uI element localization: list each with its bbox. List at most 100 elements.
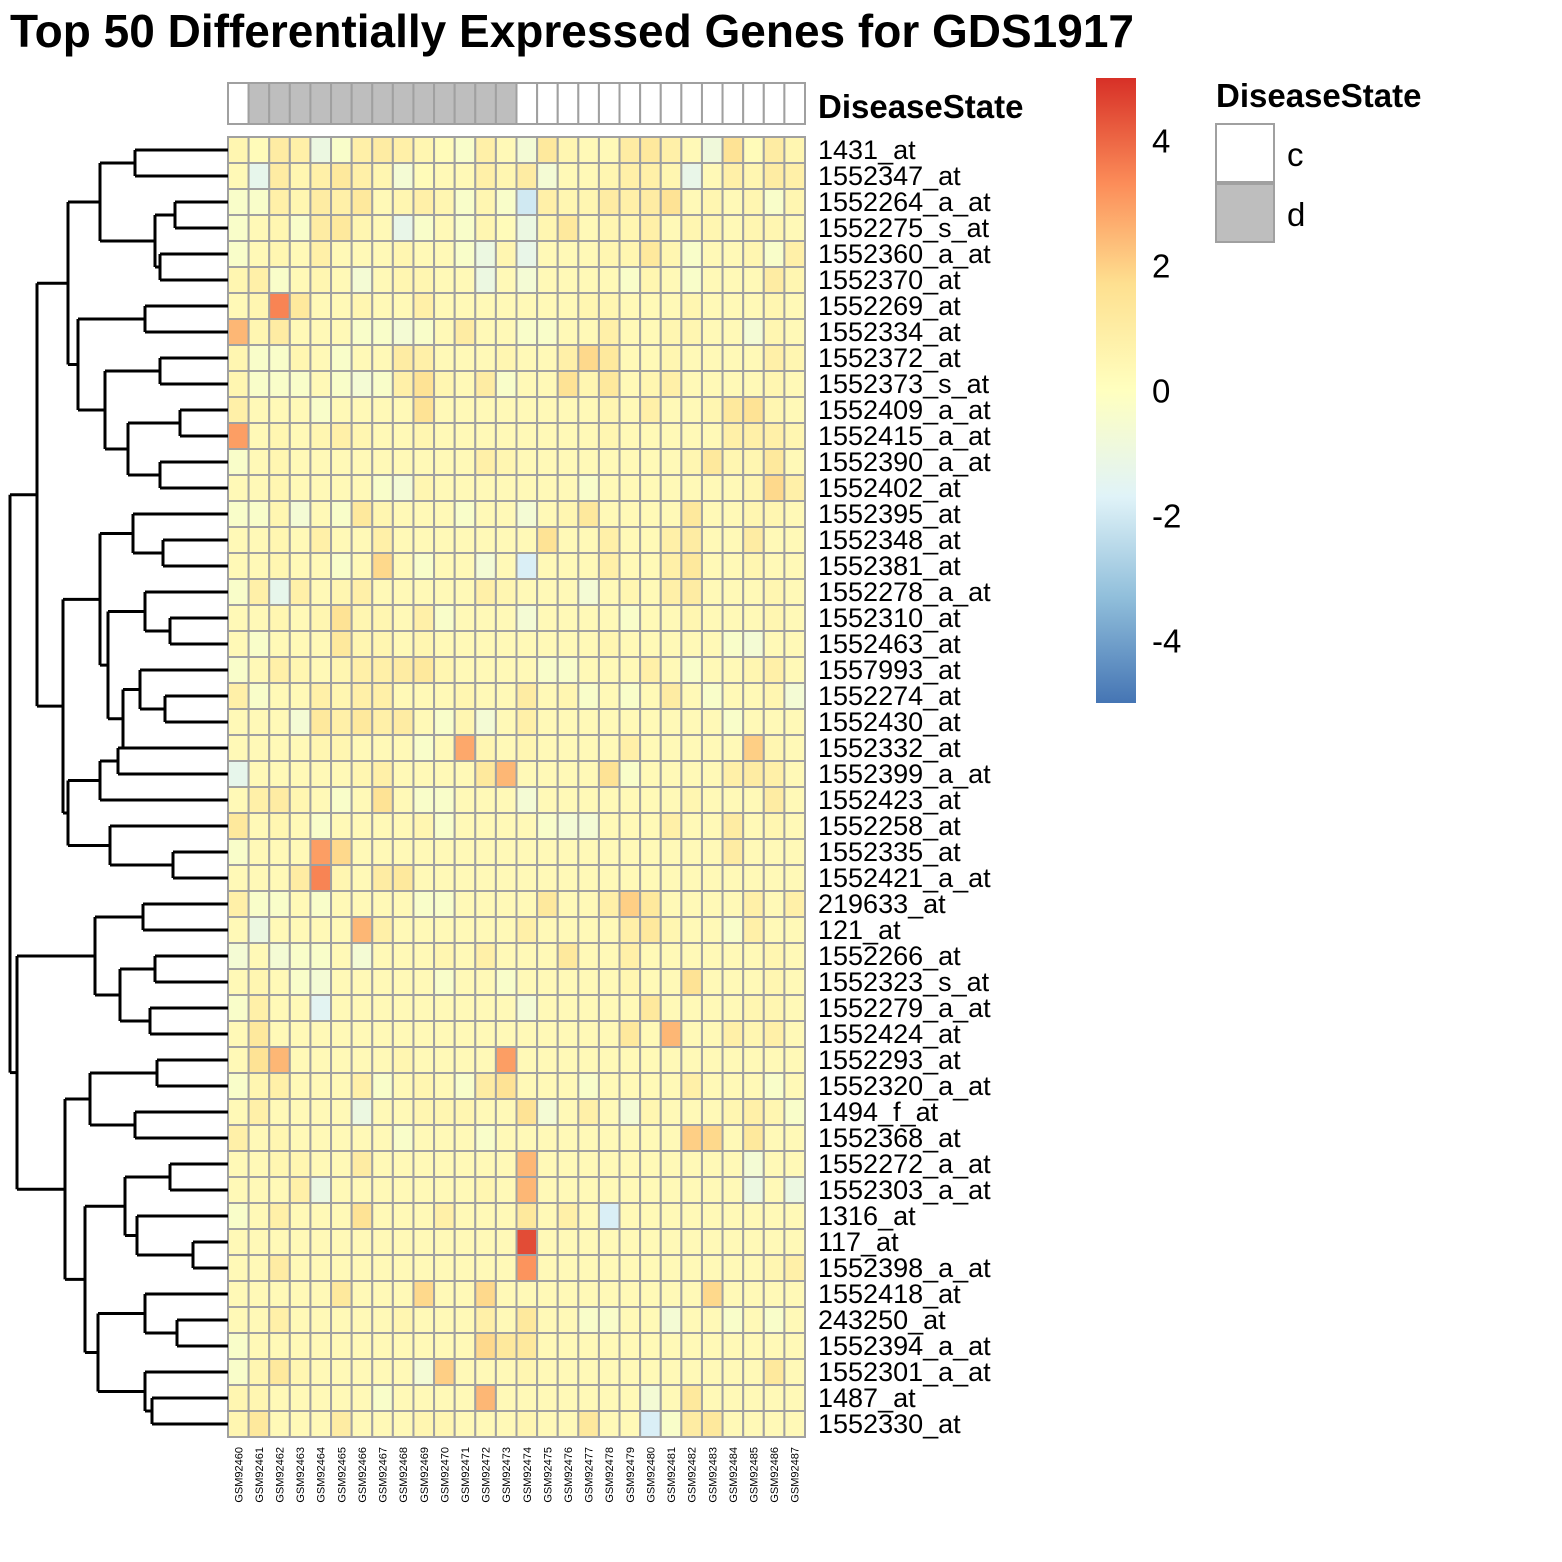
heatmap-cell: [371, 1150, 394, 1178]
heatmap-cell: [309, 1046, 333, 1074]
heatmap-cell: [680, 1280, 703, 1308]
heatmap-cell: [247, 1280, 271, 1308]
heatmap-cell: [639, 396, 662, 424]
heatmap-cell: [350, 786, 374, 814]
heatmap-cell: [453, 760, 477, 788]
heatmap-cell: [762, 1124, 786, 1152]
heatmap-cell: [453, 552, 477, 580]
heatmap-cell: [288, 292, 312, 320]
heatmap-cell: [330, 734, 353, 762]
heatmap-cell: [330, 1332, 353, 1360]
heatmap-cell: [597, 136, 621, 164]
heatmap-cell: [742, 1176, 765, 1204]
heatmap-cell: [659, 994, 683, 1022]
heatmap-cell: [618, 1072, 642, 1100]
heatmap-cell: [556, 604, 580, 632]
heatmap-cell: [680, 1072, 703, 1100]
heatmap-cell: [597, 1202, 621, 1230]
heatmap-cell: [288, 708, 312, 736]
heatmap-cell: [268, 786, 291, 814]
heatmap-cell: [288, 734, 312, 762]
heatmap-cell: [350, 136, 374, 164]
heatmap-cell: [762, 1254, 786, 1282]
heatmap-cell: [556, 1306, 580, 1334]
heatmap-cell: [618, 526, 642, 554]
heatmap-cell: [309, 1280, 333, 1308]
heatmap-cell: [577, 786, 600, 814]
heatmap-cell: [639, 1124, 662, 1152]
column-label: GSM92473: [501, 1447, 513, 1503]
heatmap-cell: [597, 1020, 621, 1048]
row-label: 1552348_at: [818, 525, 961, 555]
heatmap-cell: [494, 1228, 518, 1256]
heatmap-cell: [721, 1384, 745, 1412]
heatmap-cell: [762, 578, 786, 606]
heatmap-cell: [288, 500, 312, 528]
heatmap-cell: [288, 1358, 312, 1386]
heatmap-cell: [721, 344, 745, 372]
heatmap-cell: [247, 578, 271, 606]
heatmap-cell: [247, 1150, 271, 1178]
heatmap-cell: [288, 786, 312, 814]
heatmap-cell: [515, 1124, 539, 1152]
heatmap-cell: [412, 1306, 436, 1334]
heatmap-cell: [762, 474, 786, 502]
heatmap-cell: [371, 1228, 394, 1256]
heatmap-cell: [247, 760, 271, 788]
heatmap-cell: [268, 1332, 291, 1360]
heatmap-cell: [350, 292, 374, 320]
heatmap-cell: [639, 1280, 662, 1308]
heatmap-cell: [742, 1150, 765, 1178]
heatmap-cell: [412, 1384, 436, 1412]
heatmap-cell: [536, 370, 559, 398]
heatmap-cell: [639, 656, 662, 684]
heatmap-cell: [330, 1254, 353, 1282]
heatmap-cell: [680, 240, 703, 268]
heatmap-cell: [597, 1124, 621, 1152]
heatmap-cell: [700, 500, 724, 528]
heatmap-cell: [371, 162, 394, 190]
heatmap-cell: [371, 1176, 394, 1204]
heatmap-cell: [680, 188, 703, 216]
heatmap-cell: [433, 526, 456, 554]
heatmap-cell: [247, 1124, 271, 1152]
row-label: 219633_at: [818, 889, 946, 919]
heatmap-cell: [680, 1228, 703, 1256]
heatmap-cell: [536, 448, 559, 476]
heatmap-cell: [309, 604, 333, 632]
heatmap-cell: [494, 682, 518, 710]
heatmap-cell: [371, 682, 394, 710]
heatmap-cell: [680, 500, 703, 528]
heatmap-cell: [350, 994, 374, 1022]
heatmap-cell: [577, 1202, 600, 1230]
heatmap-cell: [309, 188, 333, 216]
heatmap-cell: [618, 812, 642, 840]
heatmap-cell: [700, 448, 724, 476]
annotation-cell: [762, 82, 786, 125]
heatmap-cell: [556, 422, 580, 450]
row-label: 121_at: [818, 915, 901, 945]
heatmap-cell: [227, 604, 250, 632]
heatmap-cell: [309, 526, 333, 554]
heatmap-cell: [659, 1098, 683, 1126]
heatmap-cell: [247, 526, 271, 554]
heatmap-cell: [639, 1150, 662, 1178]
column-label: GSM92461: [254, 1447, 266, 1503]
heatmap-cell: [700, 916, 724, 944]
row-label: 1316_at: [818, 1201, 916, 1231]
heatmap-cell: [515, 1228, 539, 1256]
heatmap-cell: [412, 864, 436, 892]
heatmap-cell: [494, 1306, 518, 1334]
heatmap-cell: [556, 864, 580, 892]
heatmap-cell: [433, 1410, 456, 1438]
row-label: 1552320_a_at: [818, 1071, 991, 1101]
heatmap-cell: [659, 318, 683, 346]
color-scale-tick: 4: [1152, 123, 1170, 160]
heatmap-cell: [536, 1280, 559, 1308]
column-labels: GSM92460 GSM92461 GSM92462 GSM92463 GSM92464…: [233, 1447, 801, 1503]
heatmap-cell: [268, 162, 291, 190]
heatmap-cell: [659, 1176, 683, 1204]
heatmap-cell: [247, 318, 271, 346]
heatmap-cell: [639, 1202, 662, 1230]
heatmap-cell: [474, 994, 497, 1022]
